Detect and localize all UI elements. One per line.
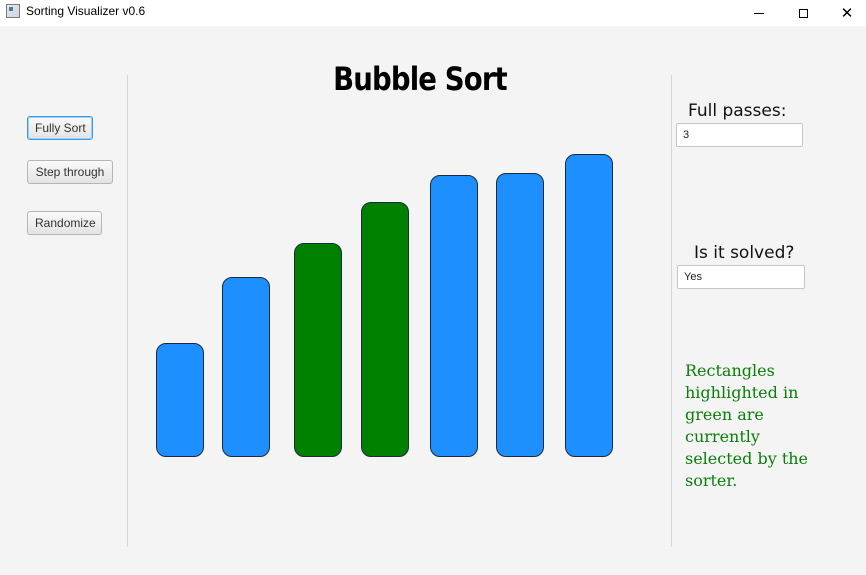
title-bar: Sorting Visualizer v0.6 ✕ xyxy=(0,0,866,26)
close-button[interactable]: ✕ xyxy=(824,0,866,26)
right-separator xyxy=(671,75,672,547)
full-passes-field[interactable]: 3 xyxy=(676,123,803,147)
is-solved-field[interactable]: Yes xyxy=(677,265,805,289)
bar-2 xyxy=(222,277,270,457)
window-title: Sorting Visualizer v0.6 xyxy=(26,4,146,18)
is-solved-label: Is it solved? xyxy=(694,243,795,263)
maximize-icon xyxy=(798,8,808,18)
left-separator xyxy=(127,75,128,547)
bar-7 xyxy=(565,154,613,457)
highlight-note: Rectangles highlighted in green are curr… xyxy=(685,361,809,490)
bar-6 xyxy=(496,173,544,457)
full-passes-label: Full passes: xyxy=(688,101,787,121)
algorithm-heading: Bubble Sort xyxy=(333,60,507,98)
step-through-button[interactable]: Step through xyxy=(27,160,113,184)
bar-3 xyxy=(294,243,342,457)
bar-4 xyxy=(361,202,409,457)
bar-5 xyxy=(430,175,478,457)
app-icon xyxy=(6,4,20,18)
maximize-button[interactable] xyxy=(780,0,826,26)
fully-sort-button[interactable]: Fully Sort xyxy=(27,116,93,140)
minimize-button[interactable] xyxy=(736,0,782,26)
close-icon: ✕ xyxy=(840,4,854,22)
bar-1 xyxy=(156,343,204,457)
minimize-icon xyxy=(754,12,764,14)
randomize-button[interactable]: Randomize xyxy=(27,211,102,235)
